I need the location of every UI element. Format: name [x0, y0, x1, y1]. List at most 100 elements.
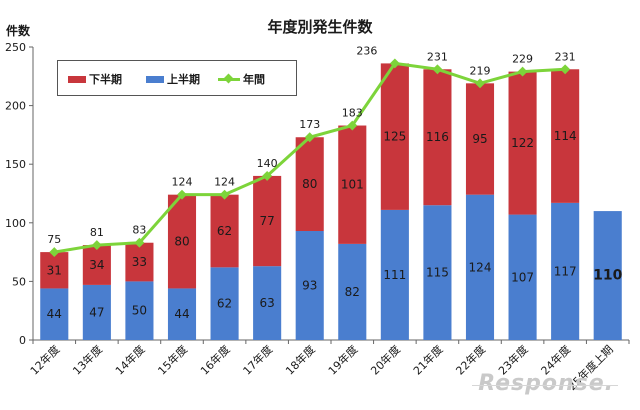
data-label-second-half: 122	[511, 136, 534, 150]
data-label-annual-total: 236	[356, 44, 377, 57]
y-tick-label: 0	[19, 334, 26, 347]
bar-second-half	[253, 175, 282, 267]
data-label-first-half: 111	[383, 268, 406, 282]
bar-second-half	[465, 83, 495, 195]
data-label-annual-total: 219	[470, 64, 491, 77]
legend-label: 年間	[243, 73, 265, 86]
bar-second-half	[125, 242, 154, 282]
data-label-second-half: 80	[174, 235, 189, 249]
data-label-second-half: 62	[217, 224, 232, 238]
bar-second-half	[40, 252, 69, 289]
data-label-first-half: 50	[132, 304, 147, 318]
x-tick-label: 17年度	[240, 342, 275, 377]
annual-total-marker	[219, 189, 230, 200]
chart-title: 年度別発生件数	[267, 18, 373, 36]
bar-second-half	[295, 137, 324, 232]
data-label-annual-total: 229	[512, 53, 533, 66]
bar-first-half	[423, 205, 452, 340]
legend-label: 上半期	[167, 73, 200, 86]
bar-first-half	[593, 211, 622, 340]
data-label-first-half: 117	[554, 264, 577, 278]
data-label-second-half: 125	[383, 130, 406, 144]
data-label-annual-total: 173	[299, 118, 320, 131]
x-tick-label: 21年度	[410, 342, 445, 377]
bar-second-half	[338, 125, 367, 244]
chart-annual-line	[49, 58, 571, 258]
bar-first-half	[210, 267, 239, 340]
data-label-annual-total: 140	[257, 157, 278, 170]
bar-first-half	[551, 202, 580, 340]
x-tick-label: 12年度	[27, 342, 62, 377]
data-label-second-half: 114	[554, 129, 577, 143]
bar-second-half	[210, 194, 239, 268]
data-label-annual-total: 183	[342, 107, 363, 120]
annual-total-marker	[134, 237, 145, 248]
data-label-annual-total: 124	[214, 176, 235, 189]
bar-second-half	[167, 194, 197, 289]
y-tick-label: 100	[5, 217, 26, 230]
data-label-annual-total: 75	[47, 233, 61, 246]
legend-swatch-red	[68, 75, 86, 83]
bar-second-half	[551, 69, 580, 203]
data-label-annual-total: 83	[132, 224, 146, 237]
bar-first-half	[82, 284, 111, 340]
bar-first-half	[125, 281, 154, 340]
data-label-first-half: 47	[89, 305, 104, 319]
data-label-first-half: 107	[511, 270, 534, 284]
legend-item-first-half: 上半期	[146, 71, 200, 86]
bar-first-half	[465, 194, 495, 340]
x-tick-label: 15年度	[155, 342, 190, 377]
x-tick-label: 14年度	[112, 342, 147, 377]
y-tick-label: 50	[12, 275, 26, 288]
legend-item-second-half: 下半期	[68, 71, 122, 86]
bar-first-half	[380, 209, 409, 340]
y-tick-label: 250	[5, 41, 26, 54]
legend-swatch-blue	[146, 75, 164, 83]
chart-bars	[40, 63, 622, 340]
bar-second-half	[423, 69, 452, 206]
data-label-annual-total: 124	[172, 176, 193, 189]
legend-swatch-line	[218, 74, 240, 84]
data-label-first-half: 63	[260, 296, 275, 310]
annual-total-marker	[262, 170, 273, 181]
watermark-logo: Response.	[472, 371, 618, 396]
legend-item-annual: 年間	[218, 71, 265, 86]
annual-total-marker	[560, 64, 571, 75]
data-label-first-half: 93	[302, 279, 317, 293]
data-label-first-half: 44	[47, 307, 62, 321]
bar-second-half	[508, 71, 537, 215]
bar-first-half	[40, 288, 69, 340]
data-label-first-half: 115	[426, 266, 449, 280]
annual-total-marker	[304, 132, 315, 143]
x-tick-label: 19年度	[325, 342, 360, 377]
annual-total-marker	[177, 189, 187, 200]
data-label-first-half: 124	[469, 260, 492, 274]
data-label-second-half: 101	[341, 178, 364, 192]
legend-label: 下半期	[89, 73, 122, 86]
data-label-annual-total: 231	[555, 50, 576, 63]
chart-data-labels: 44 31 75 47 34 81 50 33 83 44 80 124 62 62 124 63 77 140 9…	[47, 44, 623, 321]
data-label-second-half: 33	[132, 255, 147, 269]
annual-total-marker	[517, 66, 528, 77]
annual-total-marker	[49, 247, 60, 258]
chart-legend: 下半期 上半期 年間	[57, 60, 297, 96]
data-label-first-half: 62	[217, 297, 232, 311]
x-tick-label: 16年度	[197, 342, 232, 377]
data-label-annual-total: 231	[427, 50, 448, 63]
data-label-second-half: 116	[426, 130, 449, 144]
bar-first-half	[295, 231, 324, 340]
y-axis-unit-label: 件数	[6, 24, 31, 38]
y-tick-label: 200	[5, 100, 26, 113]
data-label-annual-total: 81	[90, 226, 104, 239]
bar-first-half	[253, 266, 282, 340]
data-label-second-half: 80	[302, 177, 317, 191]
data-label-second-half: 34	[89, 258, 104, 272]
data-label-second-half: 31	[47, 263, 62, 277]
bar-first-half	[508, 214, 537, 340]
x-tick-label: 18年度	[282, 342, 317, 377]
x-tick-label: 20年度	[368, 342, 403, 377]
data-label-first-half: 82	[345, 285, 360, 299]
data-label-first-half: 110	[593, 268, 622, 284]
data-label-second-half: 95	[472, 132, 487, 146]
